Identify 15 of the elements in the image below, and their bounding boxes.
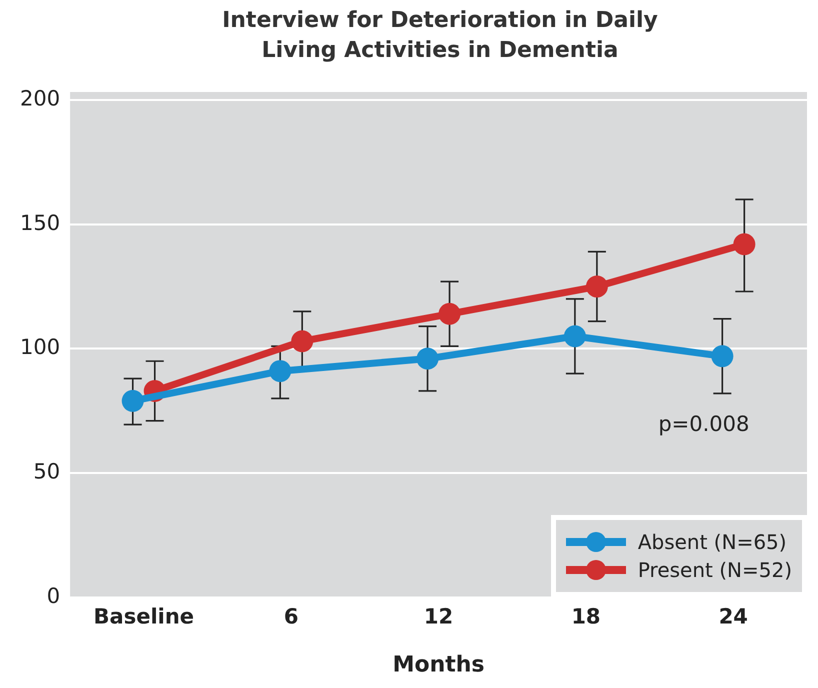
x-axis-title: Months xyxy=(392,652,485,678)
x-tick-label: 18 xyxy=(571,604,601,628)
y-tick-label: 150 xyxy=(20,210,60,235)
x-tick-label: 12 xyxy=(424,604,454,628)
y-tick-label: 50 xyxy=(33,460,60,484)
x-tick-label: 6 xyxy=(284,604,298,628)
legend-label: Present (N=52) xyxy=(638,558,792,582)
x-tick-label: 24 xyxy=(718,604,748,628)
y-tick-label: 0 xyxy=(46,584,60,608)
x-tick-label: Baseline xyxy=(94,604,194,628)
y-tick-label: 100 xyxy=(20,335,60,360)
legend-label: Absent (N=65) xyxy=(638,530,787,554)
annotation: p=0.008 xyxy=(658,412,750,436)
y-tick-label: 200 xyxy=(20,86,60,110)
chart-title: Interview for Deterioration in Daily Living Activities in Dementia xyxy=(221,7,659,65)
